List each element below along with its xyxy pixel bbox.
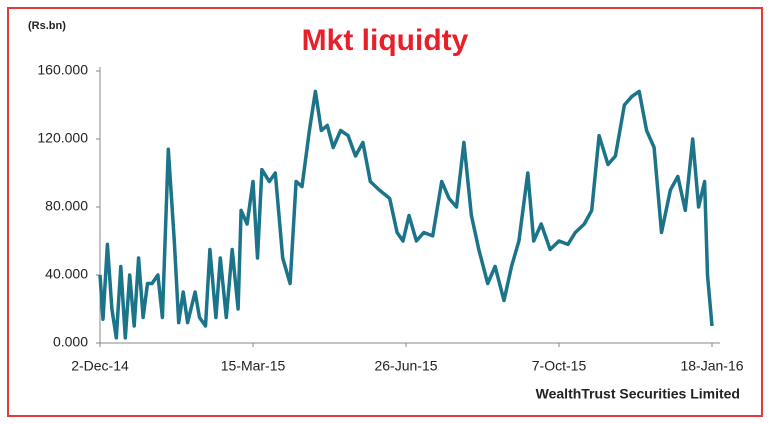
x-tick-label: 2-Dec-14 xyxy=(71,358,129,374)
x-tick-label: 7-Oct-15 xyxy=(532,358,587,374)
y-axis-label: (Rs.bn) xyxy=(28,20,66,32)
y-tick-label: 0.000 xyxy=(53,334,88,350)
line-series xyxy=(98,89,714,340)
y-tick-label: 120.000 xyxy=(37,130,88,146)
x-tick-label: 15-Mar-15 xyxy=(221,358,286,374)
frame xyxy=(7,7,763,417)
x-tick-label: 26-Jun-15 xyxy=(374,358,437,374)
y-tick-label: 80.000 xyxy=(45,198,88,214)
x-tick-label: 18-Jan-16 xyxy=(680,358,743,374)
source: WealthTrust Securities Limited xyxy=(536,386,740,402)
chart-title: Mkt liquidty xyxy=(302,24,469,57)
y-tick-label: 160.000 xyxy=(37,62,88,78)
y-tick-label: 40.000 xyxy=(45,266,88,282)
